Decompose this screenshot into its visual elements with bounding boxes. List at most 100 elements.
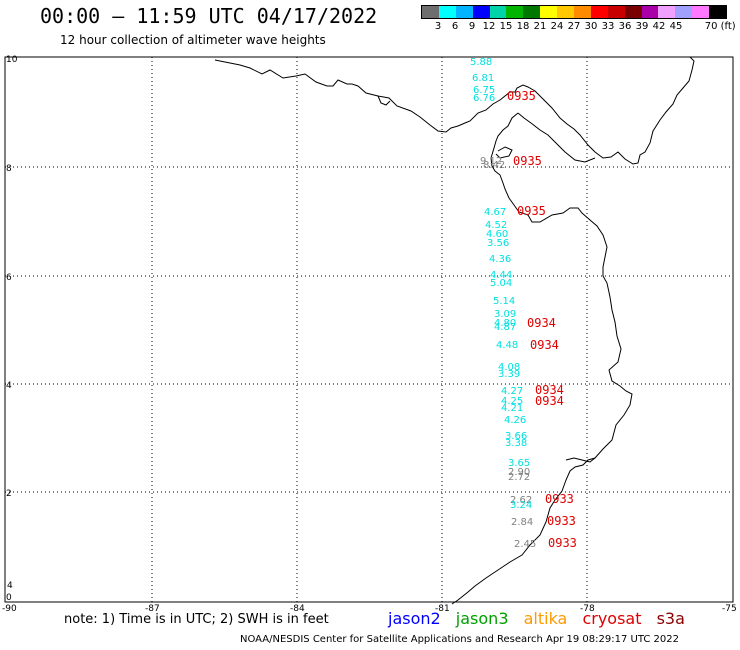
y-tick-label: 0	[6, 593, 12, 603]
colorbar-cell	[624, 6, 642, 18]
swh-value-label: 6.81	[472, 73, 494, 84]
colorbar-label: 39	[635, 21, 649, 32]
pass-time-labels: 0935 0935 0935 0934 0934 0934 0934 0933 …	[507, 89, 577, 550]
pass-time-label: 0935	[507, 89, 536, 103]
swh-value-label: 4.27	[501, 386, 523, 397]
credit-line: NOAA/NESDIS Center for Satellite Applica…	[240, 634, 679, 645]
swh-value-label: 3.66	[505, 431, 527, 442]
map-grid	[5, 57, 733, 602]
swh-value-label: 5.14	[493, 296, 515, 307]
altimeter-map: 10 8 6 4 2 0 4 -90 -87 -84 -81 -78 -75 5…	[2, 55, 737, 612]
pass-time-label: 0934	[535, 383, 564, 397]
colorbar-label: 27	[567, 21, 581, 32]
colorbar-label: 12	[482, 21, 496, 32]
x-tick-label: -84	[290, 604, 305, 612]
swh-value-label: 8.42	[483, 160, 505, 171]
y-axis-labels: 10 8 6 4 2 0 4	[6, 55, 18, 603]
x-tick-label: -78	[580, 604, 595, 612]
legend-item-jason2: jason2	[388, 609, 441, 628]
swh-value-label: 4.26	[504, 415, 526, 426]
swh-value-label: 5.04	[490, 278, 512, 289]
legend-item-cryosat: cryosat	[582, 609, 642, 628]
swh-value-label: 4.87	[494, 322, 516, 333]
swh-value-label: 4.60	[486, 229, 508, 240]
swh-value-label: 4.44	[490, 270, 512, 281]
colorbar-label: 30	[584, 21, 598, 32]
colorbar-cell	[422, 6, 439, 18]
footer-note: note: 1) Time is in UTC; 2) SWH is in fe…	[64, 612, 329, 627]
y-tick-label: 8	[6, 164, 12, 174]
swh-colorbar	[421, 5, 727, 19]
x-axis-labels: -90 -87 -84 -81 -78 -75	[2, 604, 737, 612]
colorbar-cell	[607, 6, 625, 18]
colorbar-cell	[692, 6, 710, 18]
swh-value-label: 4.21	[501, 403, 523, 414]
swh-value-label: 3.24	[510, 500, 532, 511]
pass-time-label: 0935	[513, 154, 542, 168]
swh-value-label: 2.45	[514, 539, 536, 550]
swh-value-label: 3.56	[487, 238, 509, 249]
swh-value-label: 3.38	[505, 438, 527, 449]
colorbar-label: 45	[669, 21, 683, 32]
colorbar-label: 18	[516, 21, 530, 32]
pass-time-label: 0934	[535, 394, 564, 408]
colorbar-label: 42	[652, 21, 666, 32]
swh-value-label: 9.12	[480, 156, 502, 167]
colorbar-label: 21	[533, 21, 547, 32]
colorbar-cell	[590, 6, 608, 18]
swh-value-label: 4.36	[489, 254, 511, 265]
pass-time-label: 0933	[545, 492, 574, 506]
swh-value-label: 3.39	[498, 369, 520, 380]
colorbar-cell	[489, 6, 507, 18]
swh-value-label: 4.25	[501, 396, 523, 407]
swh-value-label: 3.65	[508, 458, 530, 469]
colorbar-cell	[709, 6, 727, 18]
swh-track-labels: 5.88 6.81 6.75 6.76 9.12 8.42 4.67 4.52 …	[470, 57, 536, 550]
pass-time-label: 0935	[517, 204, 546, 218]
swh-value-label: 3.09	[494, 309, 516, 320]
y-tick-label: 6	[6, 273, 12, 283]
colorbar-cell	[523, 6, 541, 18]
swh-value-label: 4.67	[484, 207, 506, 218]
pass-time-label: 0933	[548, 536, 577, 550]
swh-value-label: 4.48	[496, 340, 518, 351]
colorbar-cell	[574, 6, 591, 18]
page-title: 00:00 – 11:59 UTC 04/17/2022	[40, 4, 378, 28]
colorbar-label: 9	[468, 21, 476, 32]
swh-colorbar-labels: 3 6 9 12 15 18 21 24 27 30 33 36 39 42 45 70 (ft)	[421, 21, 740, 33]
swh-value-label: 6.75	[473, 85, 495, 96]
colorbar-cell	[438, 6, 456, 18]
y-tick-label: 10	[6, 55, 18, 65]
swh-value-label: 2.84	[511, 517, 533, 528]
colorbar-label: 15	[499, 21, 513, 32]
y-tick-label: 4	[7, 581, 13, 591]
colorbar-cell	[540, 6, 558, 18]
colorbar-label: 70 (ft)	[704, 21, 736, 32]
colorbar-cell	[455, 6, 473, 18]
x-tick-label: -81	[435, 604, 450, 612]
pass-time-label: 0933	[547, 514, 576, 528]
colorbar-label: 33	[601, 21, 615, 32]
colorbar-cell	[641, 6, 659, 18]
map-frame	[4, 56, 734, 603]
colorbar-cell	[557, 6, 575, 18]
colorbar-cell	[675, 6, 693, 18]
legend-item-jason3: jason3	[455, 609, 509, 628]
page-subtitle: 12 hour collection of altimeter wave hei…	[60, 33, 326, 47]
colorbar-cell	[472, 6, 490, 18]
colorbar-label: 36	[618, 21, 632, 32]
colorbar-cell	[658, 6, 676, 18]
colorbar-label: 3	[434, 21, 442, 32]
swh-value-label: 2.72	[508, 472, 530, 483]
swh-value-label: 6.76	[473, 93, 495, 104]
y-tick-label: 4	[6, 381, 12, 391]
swh-value-label: 5.88	[470, 57, 492, 68]
swh-value-label: 2.90	[508, 467, 530, 478]
swh-value-label: 4.08	[498, 362, 520, 373]
swh-value-label: 4.52	[485, 220, 507, 231]
legend-item-altika: altika	[523, 609, 568, 628]
pass-time-label: 0934	[530, 338, 559, 352]
satellite-legend: jason2 jason3 altika cryosat s3a	[388, 609, 695, 628]
colorbar-label: 24	[550, 21, 564, 32]
y-tick-label: 2	[6, 489, 12, 499]
